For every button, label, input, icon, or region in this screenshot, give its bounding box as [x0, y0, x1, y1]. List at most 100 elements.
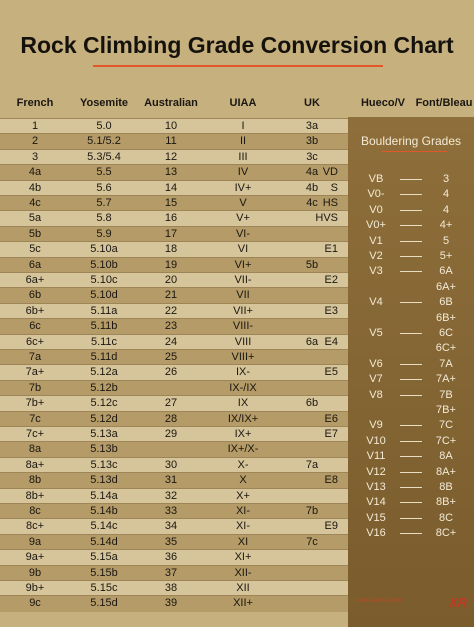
- table-cell: 23: [164, 320, 178, 333]
- table-cell: 14: [164, 181, 178, 194]
- table-cell: XII: [236, 582, 250, 594]
- table-cell: 3b: [305, 135, 319, 148]
- table-cell: XI-: [235, 520, 251, 533]
- table-cell: 5.6: [96, 181, 112, 194]
- table-cell: E8: [324, 474, 338, 487]
- table-row: [0, 133, 348, 150]
- table-cell: 1: [31, 120, 39, 132]
- font-grade: 8A: [439, 450, 453, 463]
- table-cell: IX+: [234, 428, 252, 440]
- connector: [400, 271, 422, 273]
- table-row: [0, 472, 348, 489]
- hueco-grade: V2: [369, 249, 383, 262]
- table-cell: 5c: [29, 243, 41, 256]
- table-cell: IX+/X-: [227, 443, 259, 456]
- table-row: [0, 595, 348, 612]
- hueco-grade: V7: [369, 373, 383, 386]
- table-cell: 20: [164, 274, 178, 286]
- table-cell: 5.10a: [90, 243, 118, 256]
- table-cell: 8b: [28, 474, 42, 487]
- hueco-grade: V9: [369, 419, 383, 432]
- font-grade: 6B+: [436, 311, 456, 324]
- table-cell: 6c: [29, 320, 41, 333]
- font-grade: 7A+: [436, 373, 456, 386]
- table-cell: 7c: [306, 535, 318, 548]
- table-cell: 4c: [29, 197, 41, 209]
- table-cell: 5.12b: [90, 381, 118, 394]
- table-cell: 6a+: [25, 274, 45, 286]
- table-cell: E1: [324, 243, 338, 256]
- connector: [400, 517, 422, 519]
- table-cell: 2: [31, 135, 39, 148]
- column-header: Hueco/V: [360, 97, 406, 109]
- table-cell: IX: [237, 397, 249, 410]
- table-row: [0, 302, 348, 320]
- table-row: [0, 225, 348, 243]
- connector: [400, 332, 422, 334]
- table-cell: 8c: [29, 505, 41, 517]
- hueco-grade: V3: [369, 265, 383, 278]
- table-cell: 26: [164, 366, 178, 379]
- table-cell: 25: [164, 351, 178, 363]
- bouldering-panel: [348, 117, 474, 627]
- table-cell: 5.14a: [90, 489, 118, 502]
- table-cell: 8a: [28, 443, 42, 456]
- table-cell: 5.12c: [90, 397, 118, 410]
- font-grade: 7A: [439, 357, 453, 370]
- hueco-grade: V12: [366, 465, 386, 478]
- table-cell: XI-: [235, 505, 251, 517]
- table-cell: 5.11b: [90, 320, 118, 333]
- table-cell: 29: [164, 428, 178, 440]
- table-cell: HS: [322, 197, 338, 209]
- column-header: Australian: [144, 97, 198, 109]
- hueco-grade: V10: [366, 434, 386, 447]
- table-cell: 18: [164, 243, 178, 256]
- table-cell: VIII+: [231, 351, 255, 363]
- table-cell: IV+: [234, 181, 252, 194]
- table-cell: 11: [165, 135, 177, 148]
- hueco-grade: V6: [369, 357, 383, 370]
- table-cell: 6b: [28, 289, 42, 302]
- table-cell: E9: [324, 520, 338, 533]
- connector: [400, 456, 422, 458]
- connector: [400, 209, 422, 211]
- hueco-grade: V16: [366, 527, 386, 540]
- table-cell: VD: [322, 166, 338, 179]
- font-grade: 5: [442, 234, 450, 247]
- table-cell: IX/IX+: [227, 412, 259, 425]
- table-cell: E2: [324, 274, 338, 286]
- font-grade: 7C+: [435, 434, 457, 447]
- hueco-grade: V1: [369, 234, 383, 247]
- hueco-grade: V13: [366, 480, 386, 493]
- table-cell: 9b+: [25, 582, 45, 594]
- table-row: [0, 456, 348, 474]
- table-cell: 3: [31, 150, 39, 163]
- table-row: [0, 549, 348, 566]
- table-row: [0, 410, 348, 427]
- table-cell: 5.11d: [90, 351, 118, 363]
- table-cell: 9a+: [25, 551, 45, 564]
- table-cell: 7b: [305, 505, 319, 517]
- table-row: [0, 564, 348, 581]
- hueco-grade: V14: [366, 496, 386, 509]
- table-cell: 7b: [28, 381, 42, 394]
- table-cell: 5.3/5.4: [87, 150, 121, 163]
- connector: [400, 394, 422, 396]
- table-cell: 5.13d: [90, 474, 118, 487]
- table-cell: 9b: [28, 566, 42, 579]
- connector: [400, 178, 422, 180]
- table-cell: 30: [164, 458, 178, 471]
- table-cell: 7c+: [25, 428, 45, 440]
- table-cell: 8c+: [25, 520, 45, 533]
- table-cell: VIII-: [232, 320, 254, 333]
- table-cell: V: [239, 197, 247, 209]
- table-cell: IX-: [235, 366, 251, 379]
- font-grade: 6C: [438, 326, 454, 339]
- table-cell: 27: [164, 397, 178, 410]
- table-cell: 3c: [306, 150, 318, 163]
- table-cell: E5: [324, 366, 338, 379]
- title-rule: [93, 65, 383, 67]
- connector: [400, 302, 422, 304]
- table-cell: 5.10c: [90, 274, 118, 286]
